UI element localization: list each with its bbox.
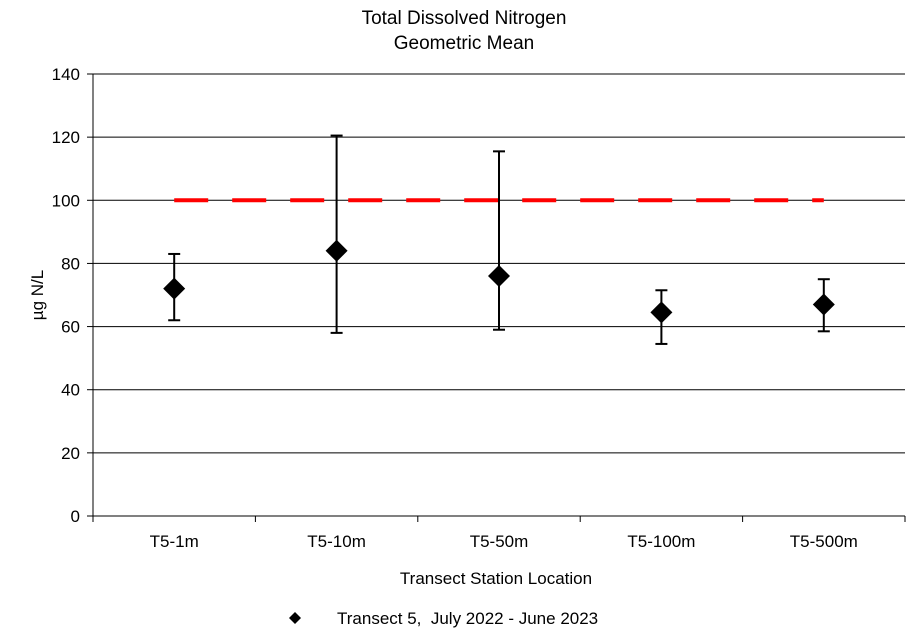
x-tick-label: T5-100m: [627, 532, 695, 551]
y-tick-label: 100: [52, 191, 80, 210]
y-tick-label: 0: [71, 507, 80, 526]
y-axis-label: µg N/L: [28, 270, 47, 320]
legend-marker-diamond-icon: [289, 612, 301, 624]
error-bars: [168, 134, 830, 345]
x-axis-ticks: T5-1m T5-10m T5-50m T5-100m T5-500m: [92, 516, 906, 551]
x-tick-label: T5-10m: [307, 532, 366, 551]
legend-label: Transect 5, July 2022 - June 2023: [337, 609, 598, 628]
data-point-t5-500m: [812, 293, 835, 316]
x-tick-label: T5-50m: [470, 532, 529, 551]
chart-title-line-2: Geometric Mean: [394, 33, 534, 54]
y-axis-ticks: 0 20 40 60 80 100 120 140: [52, 65, 93, 526]
legend: Transect 5, July 2022 - June 2023: [289, 609, 598, 628]
data-point-t5-1m: [163, 277, 186, 300]
data-point-t5-100m: [650, 301, 673, 324]
data-point-t5-10m: [325, 239, 348, 262]
x-tick-label: T5-500m: [790, 532, 858, 551]
y-tick-label: 140: [52, 65, 80, 84]
data-point-t5-50m: [488, 265, 510, 288]
y-tick-label: 120: [52, 128, 80, 147]
data-points: [163, 239, 835, 324]
y-tick-label: 40: [61, 381, 80, 400]
y-tick-label: 60: [61, 318, 80, 337]
y-tick-label: 80: [61, 254, 80, 273]
y-tick-label: 20: [61, 444, 80, 463]
error-bar: [493, 150, 505, 331]
chart-title-line-1: Total Dissolved Nitrogen: [362, 8, 567, 29]
x-tick-label: T5-1m: [150, 532, 199, 551]
error-bar: [330, 134, 343, 334]
x-axis-label: Transect Station Location: [400, 569, 592, 588]
